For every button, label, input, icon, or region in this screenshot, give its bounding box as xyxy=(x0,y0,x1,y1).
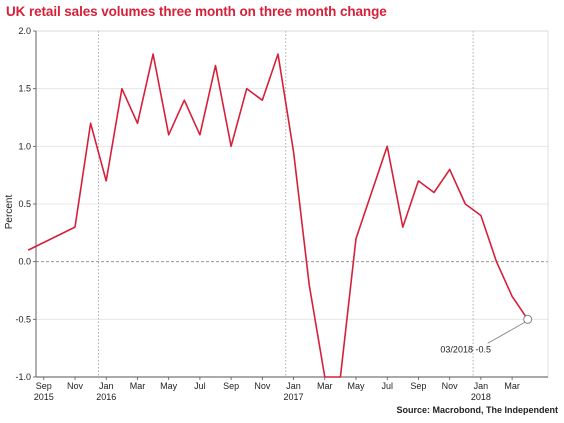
x-tick-label: May xyxy=(347,381,365,391)
y-axis-label: Percent xyxy=(4,195,15,230)
y-tick-label: -1.0 xyxy=(15,372,31,382)
y-tick-label: -0.5 xyxy=(15,314,31,324)
grid-lines xyxy=(36,30,548,378)
y-tick-label: 1.5 xyxy=(18,84,31,94)
x-tick-label: Sep xyxy=(223,381,239,391)
x-tick-label: Nov xyxy=(442,381,459,391)
series-group xyxy=(27,53,529,378)
x-tick-label: Sep xyxy=(410,381,426,391)
x-tick-year-label: 2017 xyxy=(284,392,304,402)
x-tick-label: Jul xyxy=(381,381,393,391)
x-tick-label: Jan xyxy=(474,381,489,391)
x-tick-label: Jan xyxy=(286,381,301,391)
y-tick-label: 1.0 xyxy=(18,141,31,151)
x-tick-year-label: 2018 xyxy=(471,392,491,402)
y-tick-label: 0.5 xyxy=(18,199,31,209)
y-tick-label: 2.0 xyxy=(18,26,31,36)
x-tick-label: Nov xyxy=(254,381,271,391)
y-tick-labels: 2.0 1.5 1.0 0.5 0.0 -0.5 -1.0 xyxy=(15,26,31,382)
x-tick-label: May xyxy=(160,381,178,391)
chart-title: UK retail sales volumes three month on t… xyxy=(6,4,387,19)
y-tick-label: 0.0 xyxy=(18,257,31,267)
x-tick-label: Mar xyxy=(130,381,146,391)
source-note: Source: Macrobond, The Independent xyxy=(396,405,558,415)
annotation-marker xyxy=(523,314,533,324)
x-tick-year-label: 2015 xyxy=(34,392,54,402)
x-tick-label: Jul xyxy=(194,381,206,391)
x-tick-label: Mar xyxy=(317,381,333,391)
annotation-group: 03/2018 -0.5 xyxy=(440,314,533,354)
x-tick-label: Sep xyxy=(36,381,52,391)
series-line xyxy=(27,53,529,378)
x-tick-label: Nov xyxy=(67,381,84,391)
x-tick-label: Jan xyxy=(99,381,114,391)
axes xyxy=(33,30,549,380)
annotation-label: 03/2018 -0.5 xyxy=(440,344,491,354)
x-tick-label: Mar xyxy=(504,381,520,391)
x-tick-year-label: 2016 xyxy=(96,392,116,402)
annotation-leader-line xyxy=(487,321,525,344)
